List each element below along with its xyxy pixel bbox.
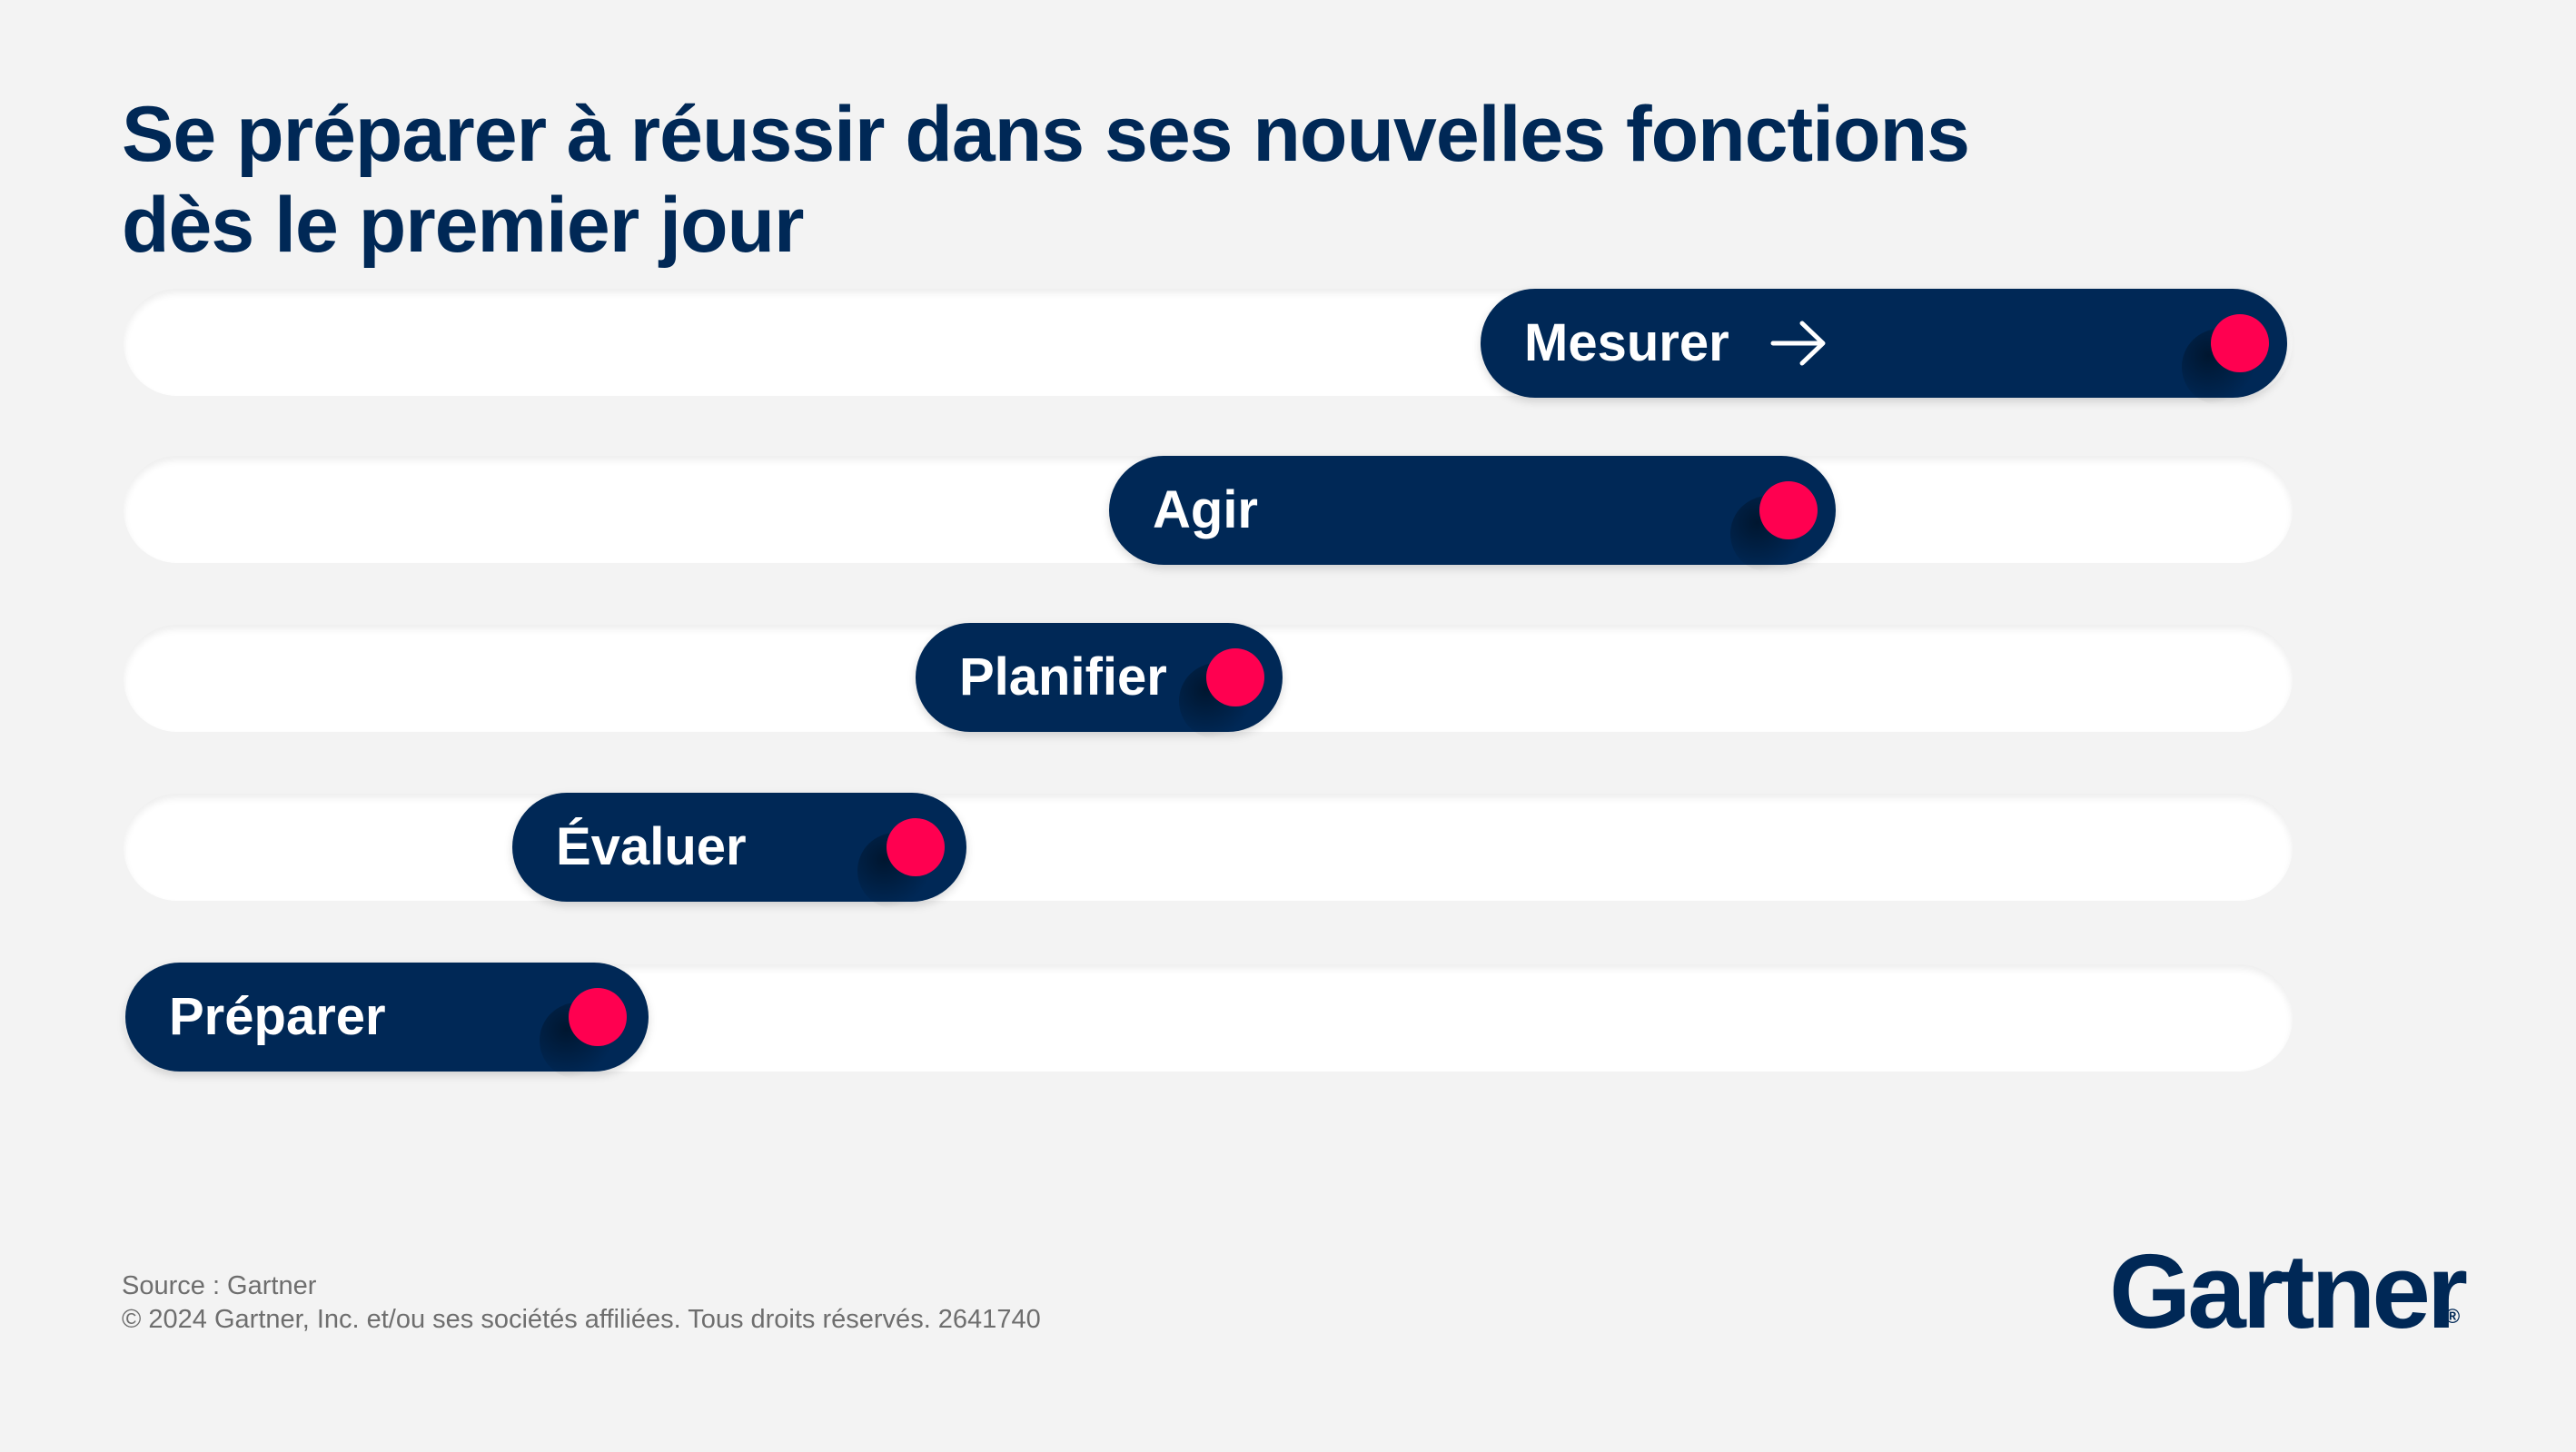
step-label-planifier: Planifier bbox=[959, 647, 1167, 706]
step-label-evaluer: Évaluer bbox=[556, 817, 747, 876]
step-pill-evaluer: Évaluer bbox=[512, 793, 966, 909]
step-dot-agir bbox=[1759, 481, 1818, 539]
registered-mark: ® bbox=[2445, 1305, 2461, 1328]
step-pill-mesurer: Mesurer bbox=[1481, 289, 2287, 405]
arrow-right-icon bbox=[1770, 321, 1826, 366]
source-text: Source : Gartner bbox=[122, 1271, 317, 1300]
step-dot-mesurer bbox=[2211, 314, 2269, 372]
page-title: Se préparer à réussir dans ses nouvelles… bbox=[122, 89, 2393, 271]
step-dot-planifier bbox=[1206, 648, 1264, 706]
step-pill-preparer: Préparer bbox=[125, 963, 649, 1079]
title-line-2: dès le premier jour bbox=[122, 182, 805, 269]
step-dot-evaluer bbox=[887, 818, 945, 876]
track-evaluer bbox=[124, 794, 2293, 901]
step-dot-preparer bbox=[569, 988, 627, 1046]
footer: Source : Gartner © 2024 Gartner, Inc. et… bbox=[122, 1269, 1041, 1337]
step-pill-agir: Agir bbox=[1109, 456, 1836, 572]
step-label-mesurer: Mesurer bbox=[1524, 313, 1729, 372]
copyright-text: © 2024 Gartner, Inc. et/ou ses sociétés … bbox=[122, 1305, 1041, 1334]
title-line-1: Se préparer à réussir dans ses nouvelles… bbox=[122, 91, 1970, 178]
gartner-logo: Gartner bbox=[2109, 1232, 2468, 1350]
step-label-agir: Agir bbox=[1153, 480, 1258, 539]
step-pill-planifier: Planifier bbox=[916, 623, 1283, 739]
step-label-preparer: Préparer bbox=[169, 987, 386, 1046]
